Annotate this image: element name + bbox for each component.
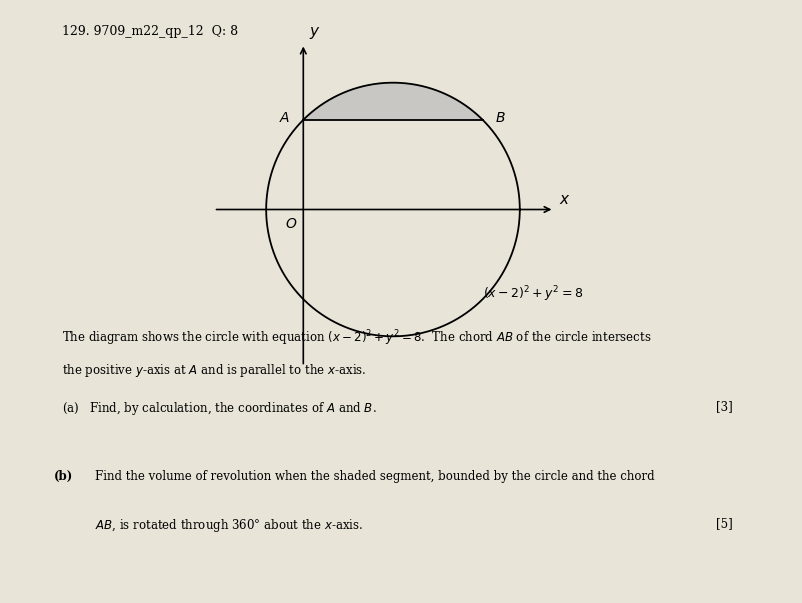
Text: the positive $y$-axis at $A$ and is parallel to the $x$-axis.: the positive $y$-axis at $A$ and is para… — [62, 362, 366, 379]
Text: (b): (b) — [55, 470, 74, 483]
Text: $B$: $B$ — [495, 110, 506, 125]
Text: Find the volume of revolution when the shaded segment, bounded by the circle and: Find the volume of revolution when the s… — [95, 470, 654, 483]
Text: [3]: [3] — [716, 400, 733, 414]
Text: $A$: $A$ — [279, 110, 291, 125]
Text: $x$: $x$ — [559, 194, 570, 207]
Polygon shape — [303, 83, 483, 120]
Text: $O$: $O$ — [285, 217, 297, 231]
Text: 129. 9709_m22_qp_12  Q: 8: 129. 9709_m22_qp_12 Q: 8 — [62, 25, 237, 38]
Text: $y$: $y$ — [309, 25, 320, 42]
Text: $(x-2)^2+y^2=8$: $(x-2)^2+y^2=8$ — [483, 285, 583, 305]
Text: (a)   Find, by calculation, the coordinates of $A$ and $B$.: (a) Find, by calculation, the coordinate… — [62, 400, 376, 417]
Text: $AB$, is rotated through 360° about the $x$-axis.: $AB$, is rotated through 360° about the … — [95, 517, 363, 534]
Text: The diagram shows the circle with equation $(x-2)^2+y^2=8$.  The chord $AB$ of t: The diagram shows the circle with equati… — [62, 328, 651, 348]
Text: [5]: [5] — [716, 517, 733, 530]
